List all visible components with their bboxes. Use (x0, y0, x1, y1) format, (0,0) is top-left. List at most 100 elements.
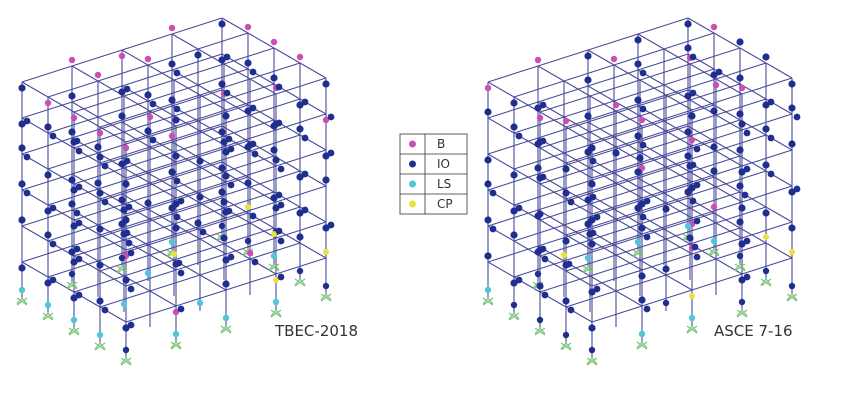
hinge-marker (584, 76, 592, 84)
support-icon (586, 357, 598, 366)
frame-member (171, 89, 223, 107)
support-icon (736, 309, 748, 318)
frame-member (171, 53, 223, 71)
hinge-marker (96, 261, 104, 269)
frame-member (587, 33, 639, 51)
frame-member (691, 237, 743, 255)
frame-member (513, 168, 541, 185)
hinge-marker (536, 282, 544, 290)
frame-member (149, 166, 201, 184)
frame-member (639, 187, 667, 204)
hinge-marker (662, 299, 670, 307)
frame-member (175, 253, 227, 271)
frame-member (247, 176, 275, 193)
hinge-marker (18, 286, 26, 294)
hinge-marker (70, 222, 78, 230)
frame-member (125, 197, 177, 215)
frame-member (47, 116, 99, 134)
support-icon (534, 327, 546, 336)
frame-member (147, 228, 199, 246)
frame-member (563, 136, 615, 154)
frame-member (641, 145, 693, 163)
hinge-marker (736, 218, 744, 226)
hinge-marker (534, 140, 542, 148)
hinge-marker (539, 245, 547, 253)
frame-member (565, 110, 617, 128)
frame-member (613, 84, 665, 102)
support-icon (42, 312, 54, 321)
frame-member (739, 227, 767, 244)
frame-member (147, 64, 175, 81)
frame-member (173, 187, 201, 204)
frame-member (197, 212, 249, 230)
frame-member (765, 62, 793, 79)
frame-member (639, 259, 667, 276)
hinge-marker (301, 134, 309, 142)
frame-member (123, 79, 175, 97)
hinge-marker (218, 222, 226, 230)
hinge-marker (684, 128, 692, 136)
frame-member (715, 170, 767, 188)
hinge-marker (225, 207, 233, 215)
hinge-marker (534, 212, 542, 220)
frame-member (21, 261, 49, 278)
frame-member (639, 99, 691, 117)
frame-member (689, 119, 741, 137)
hinge-marker (634, 60, 642, 68)
frame-member (149, 254, 177, 271)
frame-member (689, 191, 741, 209)
hinge-marker (218, 56, 226, 64)
hinge-marker (270, 146, 278, 154)
frame-member (47, 80, 99, 98)
hinge-marker (562, 117, 570, 125)
support-icon (734, 263, 746, 272)
frame-member (171, 141, 199, 158)
hinge-marker (691, 243, 699, 251)
frame-member (687, 125, 715, 142)
frame-member (175, 181, 227, 199)
hinge-marker (693, 145, 701, 153)
hinge-marker (301, 206, 309, 214)
frame-member (123, 95, 151, 112)
frame-member (97, 208, 149, 226)
hinge-marker (272, 204, 280, 212)
hinge-marker (18, 144, 26, 152)
hinge-marker (612, 149, 620, 157)
frame-member (513, 152, 565, 170)
frame-member (247, 32, 275, 49)
frame-member (689, 155, 741, 173)
frame-member (715, 134, 767, 152)
frame-member (615, 290, 643, 307)
hinge-marker (327, 149, 335, 157)
support-icon (786, 293, 798, 302)
support-icon (68, 327, 80, 336)
hinge-marker (788, 282, 796, 290)
frame-member (591, 305, 643, 323)
hinge-marker (222, 112, 230, 120)
hinge-marker (68, 176, 76, 184)
frame-member (171, 197, 223, 215)
hinge-marker (118, 88, 126, 96)
hinge-marker (194, 219, 202, 227)
frame-member (171, 33, 199, 50)
hinge-marker (101, 198, 109, 206)
hinge-marker (689, 161, 697, 169)
hinge-marker (218, 188, 226, 196)
hinge-marker (510, 301, 518, 309)
hinge-marker (736, 38, 744, 46)
hinge-marker (75, 255, 83, 263)
hinge-marker (693, 217, 701, 225)
support-icon (508, 312, 520, 321)
hinge-marker (762, 101, 770, 109)
support-icon (294, 278, 306, 287)
hinge-marker (738, 84, 746, 92)
hinge-marker (120, 206, 128, 214)
frame-member (73, 111, 101, 128)
frame-member (175, 217, 227, 235)
frame-member (73, 203, 125, 221)
hinge-marker (536, 316, 544, 324)
hinge-marker (296, 233, 304, 241)
hinge-marker (270, 252, 278, 260)
hinge-marker (484, 252, 492, 260)
hinge-marker (75, 147, 83, 155)
